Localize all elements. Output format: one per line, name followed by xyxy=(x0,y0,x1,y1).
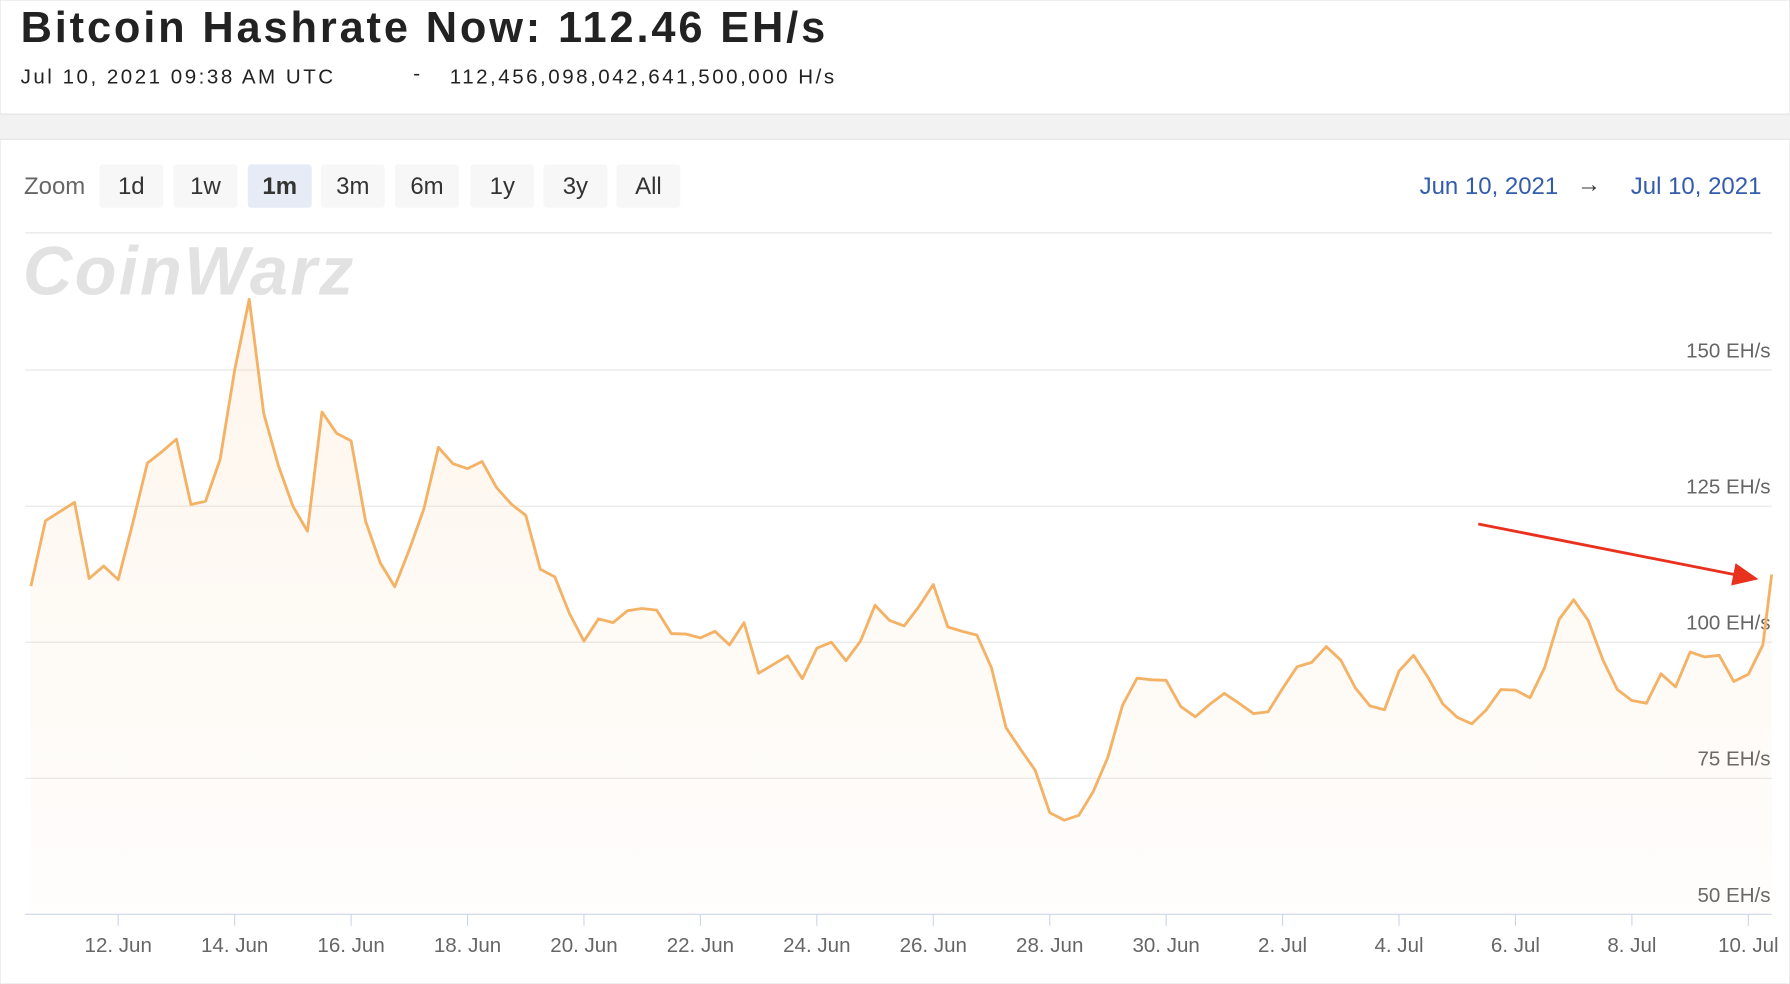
watermark: CoinWarz xyxy=(23,233,356,310)
timestamp: Jul 10, 2021 09:38 AM UTC xyxy=(21,65,336,88)
y-tick-label: 150 EH/s xyxy=(1686,340,1770,363)
range-arrow: → xyxy=(1577,171,1601,198)
x-tick-label: 12. Jun xyxy=(85,934,152,957)
zoom-button[interactable] xyxy=(320,164,385,208)
zoom-button[interactable] xyxy=(99,164,164,208)
zoom-label: Zoom xyxy=(24,173,85,200)
zoom-button[interactable] xyxy=(616,164,681,208)
raw-hashrate: 112,456,098,042,641,500,000 H/s xyxy=(450,65,837,88)
x-tick-label: 14. Jun xyxy=(201,934,268,957)
zoom-button-label[interactable]: 1y xyxy=(490,173,515,200)
zoom-button-label[interactable]: 3y xyxy=(563,173,588,200)
zoom-button[interactable] xyxy=(247,164,312,208)
zoom-button[interactable] xyxy=(173,164,238,208)
x-tick-label: 24. Jun xyxy=(783,934,850,957)
x-tick-label: 16. Jun xyxy=(317,934,384,957)
header-panel xyxy=(0,0,1790,115)
zoom-button[interactable] xyxy=(543,164,608,208)
zoom-button-label[interactable]: 6m xyxy=(410,173,443,200)
y-tick-label: 100 EH/s xyxy=(1686,612,1770,635)
range-to[interactable]: Jul 10, 2021 xyxy=(1631,173,1762,200)
x-tick-label: 8. Jul xyxy=(1607,934,1656,957)
zoom-button-label[interactable]: All xyxy=(635,173,662,200)
zoom-buttons: 1d 1w 1m 3m 6m 1y 3y All xyxy=(99,164,681,208)
y-tick-label: 125 EH/s xyxy=(1686,476,1770,499)
range-from[interactable]: Jun 10, 2021 xyxy=(1420,173,1559,200)
separator: - xyxy=(413,62,422,85)
zoom-button-label[interactable]: 1w xyxy=(190,173,221,200)
x-tick-label: 2. Jul xyxy=(1258,934,1307,957)
x-tick-label: 30. Jun xyxy=(1132,934,1199,957)
x-tick-label: 26. Jun xyxy=(900,934,967,957)
area xyxy=(30,299,1772,915)
hashrate-line xyxy=(29,297,1774,822)
x-tick-label: 20. Jun xyxy=(550,934,617,957)
x-tick-label: 28. Jun xyxy=(1016,934,1083,957)
x-tick-label: 22. Jun xyxy=(667,934,734,957)
x-tick-label: 18. Jun xyxy=(434,934,501,957)
annotation-arrow xyxy=(1478,522,1759,586)
x-tick-label: 6. Jul xyxy=(1491,934,1540,957)
zoom-button-label[interactable]: 3m xyxy=(336,173,369,200)
zoom-button[interactable] xyxy=(395,164,459,208)
zoom-button-label[interactable]: 1d xyxy=(118,173,145,200)
zoom-button-label[interactable]: 1m xyxy=(262,173,297,200)
page-title: Bitcoin Hashrate Now: 112.46 EH/s xyxy=(21,4,828,52)
x-tick-label: 10. Jul xyxy=(1718,934,1779,957)
x-tick-label: 4. Jul xyxy=(1374,934,1423,957)
zoom-button[interactable] xyxy=(470,164,535,208)
